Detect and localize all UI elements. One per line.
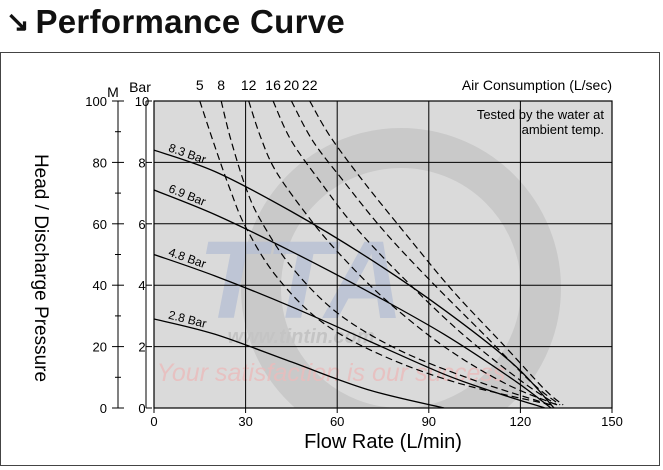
x-tick-label: 150	[601, 414, 623, 429]
air-consumption-curves	[199, 101, 564, 406]
air-consumption-label: 5	[196, 77, 204, 93]
air-consumption-label: 12	[241, 77, 257, 93]
y-meter-tick-label: 80	[93, 155, 107, 170]
air-consumption-label: 20	[284, 77, 300, 93]
y-bar-tick-label: 8	[138, 155, 145, 170]
page-heading: ↘ Performance Curve	[6, 2, 345, 42]
plot-border	[153, 100, 613, 409]
chart-frame: TTA www.tintin.com Your satisfaction is …	[0, 52, 660, 466]
air-consumption-label: 22	[302, 77, 318, 93]
x-axis-title: Flow Rate (L/min)	[304, 431, 462, 453]
y-meter-tick-label: 60	[93, 217, 107, 232]
y-bar-tick-label: 0	[138, 401, 145, 416]
y-bar-tick-label: 2	[138, 340, 145, 355]
x-tick-label: 0	[150, 414, 157, 429]
air-consumption-curve	[309, 101, 564, 406]
air-consumption-label: 16	[265, 77, 281, 93]
y-bar-tick-label: 6	[138, 217, 145, 232]
watermark-gear-icon	[241, 128, 561, 408]
air-consumption-curve	[199, 101, 552, 406]
watermark-logo-text: TTA	[198, 219, 404, 342]
y-bar-tick-label: 10	[135, 94, 149, 109]
test-note-line-2: ambient temp.	[522, 122, 604, 137]
x-tick-label: 120	[510, 414, 532, 429]
air-consumption-curve	[290, 101, 561, 406]
y-meter-tick-label: 40	[93, 278, 107, 293]
performance-curve-chart: TTA www.tintin.com Your satisfaction is …	[30, 77, 623, 453]
watermark-slogan: Your satisfaction is our success	[157, 359, 506, 387]
south-east-arrow-icon: ↘	[6, 6, 30, 37]
x-tick-label: 90	[422, 414, 436, 429]
watermark-url: www.tintin.com	[227, 326, 374, 348]
y-axis-title: Head / Discharge Pressure	[30, 154, 51, 382]
watermark: TTA www.tintin.com	[198, 128, 561, 408]
y-axis-meter-unit: M	[107, 84, 119, 100]
air-consumption-curve	[248, 101, 558, 406]
air-consumption-curve	[272, 101, 558, 406]
page-title: Performance Curve	[35, 3, 346, 40]
y-meter-tick-label: 20	[93, 340, 107, 355]
x-tick-label: 60	[330, 414, 344, 429]
pressure-curve	[154, 318, 445, 408]
y-meter-tick-label: 100	[85, 94, 107, 109]
pressure-curve	[154, 189, 552, 408]
y-meter-tick-label: 0	[100, 401, 107, 416]
test-note-line-1: Tested by the water at	[477, 107, 605, 122]
air-consumption-label: 8	[217, 77, 225, 93]
x-tick-label: 30	[238, 414, 252, 429]
top-axis-label: Air Consumption (L/sec)	[462, 77, 612, 93]
air-consumption-curve	[220, 101, 552, 406]
y-axis-bar-unit: Bar	[129, 79, 151, 95]
y-bar-tick-label: 4	[138, 278, 145, 293]
